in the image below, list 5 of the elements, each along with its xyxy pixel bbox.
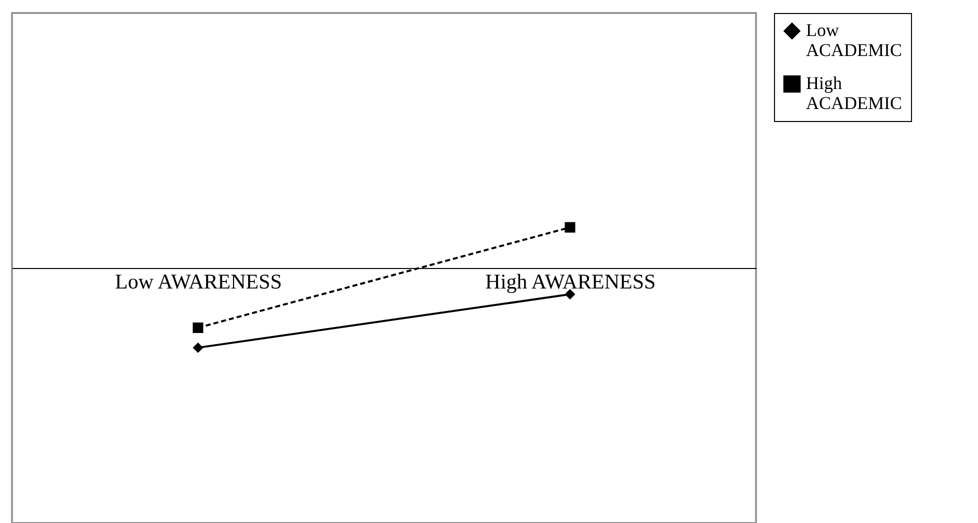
legend-label: Low ACADEMIC: [806, 20, 902, 60]
point: [564, 222, 576, 233]
legend-label: High ACADEMIC: [806, 73, 902, 113]
x-tick-label: High AWARENESS: [485, 270, 656, 294]
x-tick-label: Low AWARENESS: [115, 270, 282, 294]
